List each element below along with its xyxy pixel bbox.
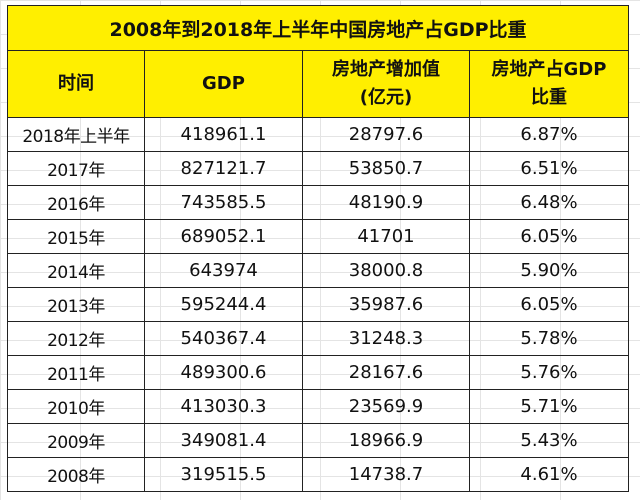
cell: 595244.4 bbox=[144, 287, 303, 322]
data-row: 2013年 595244.4 35987.6 6.05% bbox=[7, 287, 629, 322]
header-text: GDP bbox=[202, 73, 245, 94]
cell: 643974 bbox=[144, 253, 303, 288]
cell: 2010年 bbox=[7, 389, 145, 424]
header-text: 房地产占GDP bbox=[491, 59, 607, 80]
table-title: 2008年到2018年上半年中国房地产占GDP比重 bbox=[7, 5, 629, 51]
header-text: 比重 bbox=[531, 87, 567, 108]
cell: 6.51% bbox=[469, 151, 629, 186]
header-text: 房地产增加值 bbox=[332, 59, 440, 80]
cell: 23569.9 bbox=[302, 389, 470, 424]
cell: 31248.3 bbox=[302, 321, 470, 356]
cell: 827121.7 bbox=[144, 151, 303, 186]
cell: 2013年 bbox=[7, 287, 145, 322]
cell: 5.90% bbox=[469, 253, 629, 288]
cell: 743585.5 bbox=[144, 185, 303, 220]
cell: 48190.9 bbox=[302, 185, 470, 220]
data-row: 2009年 349081.4 18966.9 5.43% bbox=[7, 423, 629, 458]
cell: 489300.6 bbox=[144, 355, 303, 390]
cell: 413030.3 bbox=[144, 389, 303, 424]
cell: 2018年上半年 bbox=[7, 117, 145, 152]
cell: 6.48% bbox=[469, 185, 629, 220]
cell: 2011年 bbox=[7, 355, 145, 390]
header-cell: 房地产增加值 (亿元) bbox=[302, 50, 470, 118]
header-text: (亿元) bbox=[359, 87, 413, 108]
cell: 14738.7 bbox=[302, 457, 470, 492]
data-row: 2010年 413030.3 23569.9 5.71% bbox=[7, 389, 629, 424]
cell: 5.78% bbox=[469, 321, 629, 356]
data-row: 2015年 689052.1 41701 6.05% bbox=[7, 219, 629, 254]
cell: 5.76% bbox=[469, 355, 629, 390]
cell: 2016年 bbox=[7, 185, 145, 220]
cell: 35987.6 bbox=[302, 287, 470, 322]
cell: 5.71% bbox=[469, 389, 629, 424]
cell: 41701 bbox=[302, 219, 470, 254]
data-row: 2014年 643974 38000.8 5.90% bbox=[7, 253, 629, 288]
header-cell: GDP bbox=[144, 50, 303, 118]
data-row: 2012年 540367.4 31248.3 5.78% bbox=[7, 321, 629, 356]
cell: 28797.6 bbox=[302, 117, 470, 152]
header-cell: 时间 bbox=[7, 50, 145, 118]
cell: 2015年 bbox=[7, 219, 145, 254]
cell: 2012年 bbox=[7, 321, 145, 356]
data-row: 2016年 743585.5 48190.9 6.48% bbox=[7, 185, 629, 220]
cell: 6.87% bbox=[469, 117, 629, 152]
data-table: 2008年到2018年上半年中国房地产占GDP比重 时间 GDP 房地产增加值 (亿元… bbox=[7, 5, 629, 492]
cell: 319515.5 bbox=[144, 457, 303, 492]
data-row: 2017年 827121.7 53850.7 6.51% bbox=[7, 151, 629, 186]
cell: 5.43% bbox=[469, 423, 629, 458]
cell: 418961.1 bbox=[144, 117, 303, 152]
cell: 689052.1 bbox=[144, 219, 303, 254]
cell: 6.05% bbox=[469, 219, 629, 254]
cell: 53850.7 bbox=[302, 151, 470, 186]
cell: 28167.6 bbox=[302, 355, 470, 390]
cell: 18966.9 bbox=[302, 423, 470, 458]
data-row: 2008年 319515.5 14738.7 4.61% bbox=[7, 457, 629, 492]
cell: 540367.4 bbox=[144, 321, 303, 356]
header-text: 时间 bbox=[58, 73, 94, 94]
title-row: 2008年到2018年上半年中国房地产占GDP比重 bbox=[7, 5, 629, 51]
cell: 6.05% bbox=[469, 287, 629, 322]
cell: 349081.4 bbox=[144, 423, 303, 458]
cell: 2009年 bbox=[7, 423, 145, 458]
cell: 4.61% bbox=[469, 457, 629, 492]
cell: 2017年 bbox=[7, 151, 145, 186]
header-row: 时间 GDP 房地产增加值 (亿元) 房地产占GDP 比重 bbox=[7, 50, 629, 118]
cell: 2008年 bbox=[7, 457, 145, 492]
cell: 38000.8 bbox=[302, 253, 470, 288]
cell: 2014年 bbox=[7, 253, 145, 288]
data-row: 2011年 489300.6 28167.6 5.76% bbox=[7, 355, 629, 390]
header-cell: 房地产占GDP 比重 bbox=[469, 50, 629, 118]
data-row: 2018年上半年 418961.1 28797.6 6.87% bbox=[7, 117, 629, 152]
